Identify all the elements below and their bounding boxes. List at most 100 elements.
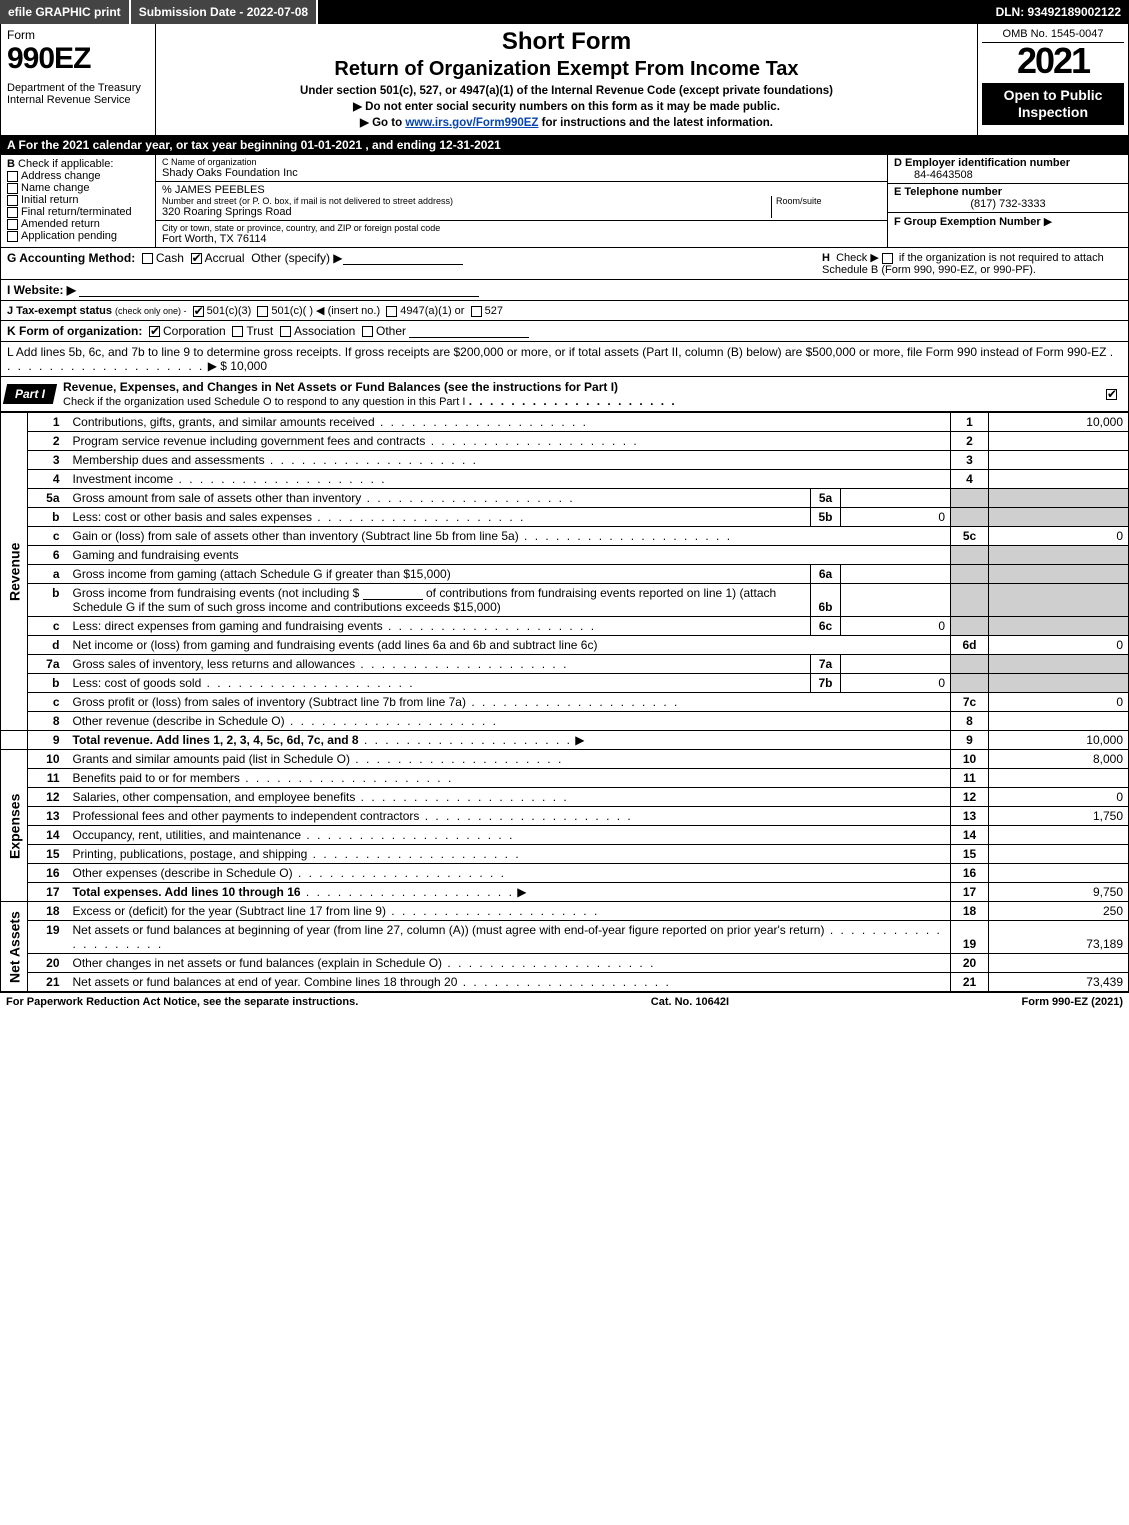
j-label: J Tax-exempt status <box>7 305 112 317</box>
line6b-greyamt <box>989 584 1129 617</box>
checkbox-part1-scheduleO[interactable] <box>1106 389 1117 400</box>
street-address: 320 Roaring Springs Road <box>162 206 771 218</box>
line6a-inamt <box>841 565 951 584</box>
checkbox-amended-return[interactable] <box>7 219 18 230</box>
line5a-greyamt <box>989 489 1129 508</box>
g-accrual: Accrual <box>205 251 245 265</box>
line3-box: 3 <box>951 451 989 470</box>
checkbox-address-change[interactable] <box>7 171 18 182</box>
line6d-amt: 0 <box>989 636 1129 655</box>
line12-box: 12 <box>951 788 989 807</box>
line-6a: aGross income from gaming (attach Schedu… <box>1 565 1129 584</box>
checkbox-4947a1[interactable] <box>386 306 397 317</box>
ein-value: 84-4643508 <box>894 169 1122 181</box>
line10-box: 10 <box>951 750 989 769</box>
line2-amt <box>989 432 1129 451</box>
h-letter: H <box>822 252 830 264</box>
line6c-desc: Less: direct expenses from gaming and fu… <box>73 619 597 633</box>
col-d: D Employer identification number 84-4643… <box>888 155 1128 247</box>
irs-link[interactable]: www.irs.gov/Form990EZ <box>405 117 538 129</box>
line2-box: 2 <box>951 432 989 451</box>
k-other-blank[interactable] <box>409 325 529 338</box>
form-header: Form 990EZ Department of the Treasury In… <box>0 24 1129 136</box>
part1-title: Revenue, Expenses, and Changes in Net As… <box>55 377 1098 411</box>
line6c-inamt: 0 <box>841 617 951 636</box>
line-6c: cLess: direct expenses from gaming and f… <box>1 617 1129 636</box>
efile-print-button[interactable]: efile GRAPHIC print <box>0 0 131 24</box>
line-5a: 5aGross amount from sale of assets other… <box>1 489 1129 508</box>
line-6d: dNet income or (loss) from gaming and fu… <box>1 636 1129 655</box>
checkbox-corp[interactable] <box>149 326 160 337</box>
city-label: City or town, state or province, country… <box>162 223 881 233</box>
checkbox-name-change[interactable] <box>7 183 18 194</box>
checkbox-final-return[interactable] <box>7 207 18 218</box>
checkbox-other-org[interactable] <box>362 326 373 337</box>
k-corp: Corporation <box>163 324 226 338</box>
line-16: 16Other expenses (describe in Schedule O… <box>1 864 1129 883</box>
return-title: Return of Organization Exempt From Incom… <box>162 58 971 81</box>
line15-amt <box>989 845 1129 864</box>
line8-amt <box>989 712 1129 731</box>
line14-desc: Occupancy, rent, utilities, and maintena… <box>73 828 515 842</box>
g-label: G Accounting Method: <box>7 251 135 265</box>
line12-desc: Salaries, other compensation, and employ… <box>73 790 569 804</box>
checkbox-application-pending[interactable] <box>7 231 18 242</box>
line-2: 2Program service revenue including gover… <box>1 432 1129 451</box>
line5b-greyamt <box>989 508 1129 527</box>
line21-desc: Net assets or fund balances at end of ye… <box>73 975 671 989</box>
footer-left: For Paperwork Reduction Act Notice, see … <box>6 996 358 1008</box>
line21-amt: 73,439 <box>989 973 1129 992</box>
checkbox-trust[interactable] <box>232 326 243 337</box>
line14-box: 14 <box>951 826 989 845</box>
org-name: Shady Oaks Foundation Inc <box>162 167 881 179</box>
street-label: Number and street (or P. O. box, if mail… <box>162 196 771 206</box>
line-17: 17Total expenses. Add lines 10 through 1… <box>1 883 1129 902</box>
part1-bar: Part I Revenue, Expenses, and Changes in… <box>0 377 1129 412</box>
opt-application-pending: Application pending <box>21 230 117 242</box>
col-b: B Check if applicable: Address change Na… <box>1 155 156 247</box>
line-1: Revenue 1 Contributions, gifts, grants, … <box>1 413 1129 432</box>
checkbox-501c[interactable] <box>257 306 268 317</box>
line6b-inbox: 6b <box>811 584 841 617</box>
k-row: K Form of organization: Corporation Trus… <box>0 321 1129 342</box>
room-label: Room/suite <box>776 196 881 206</box>
line6a-desc: Gross income from gaming (attach Schedul… <box>68 565 811 584</box>
g-block: G Accounting Method: Cash Accrual Other … <box>7 251 463 276</box>
checkbox-h[interactable] <box>882 253 893 264</box>
line13-amt: 1,750 <box>989 807 1129 826</box>
i-label: I Website: ▶ <box>7 283 76 297</box>
l-text: L Add lines 5b, 6c, and 7b to line 9 to … <box>7 345 1106 359</box>
line5b-greybox <box>951 508 989 527</box>
checkbox-assoc[interactable] <box>280 326 291 337</box>
line-8: 8Other revenue (describe in Schedule O) … <box>1 712 1129 731</box>
checkbox-accrual[interactable] <box>191 253 202 264</box>
line6b-blank[interactable] <box>363 587 423 600</box>
line5b-inamt: 0 <box>841 508 951 527</box>
l-row: L Add lines 5b, 6c, and 7b to line 9 to … <box>0 342 1129 377</box>
line7b-greybox <box>951 674 989 693</box>
line10-amt: 8,000 <box>989 750 1129 769</box>
form-header-center: Short Form Return of Organization Exempt… <box>156 24 978 135</box>
short-form-title: Short Form <box>162 28 971 56</box>
line-a: A For the 2021 calendar year, or tax yea… <box>0 136 1129 155</box>
checkbox-cash[interactable] <box>142 253 153 264</box>
line6b-inamt <box>841 584 951 617</box>
line16-desc: Other expenses (describe in Schedule O) <box>73 866 506 880</box>
opt-address-change: Address change <box>21 170 101 182</box>
dln-label: DLN: 93492189002122 <box>988 0 1129 24</box>
line-5c: cGain or (loss) from sale of assets othe… <box>1 527 1129 546</box>
warning-ssn: ▶ Do not enter social security numbers o… <box>162 99 971 113</box>
checkbox-initial-return[interactable] <box>7 195 18 206</box>
warn2-suffix: for instructions and the latest informat… <box>538 117 773 129</box>
j-row: J Tax-exempt status (check only one) - 5… <box>0 301 1129 321</box>
subtitle: Under section 501(c), 527, or 4947(a)(1)… <box>162 85 971 97</box>
b-check-label: Check if applicable: <box>18 158 113 170</box>
line7b-desc: Less: cost of goods sold <box>73 676 415 690</box>
h-check-text: Check ▶ <box>836 252 879 264</box>
website-blank[interactable] <box>79 284 479 297</box>
opt-name-change: Name change <box>21 182 90 194</box>
line11-amt <box>989 769 1129 788</box>
checkbox-501c3[interactable] <box>193 306 204 317</box>
checkbox-527[interactable] <box>471 306 482 317</box>
g-other-blank[interactable] <box>343 252 463 265</box>
